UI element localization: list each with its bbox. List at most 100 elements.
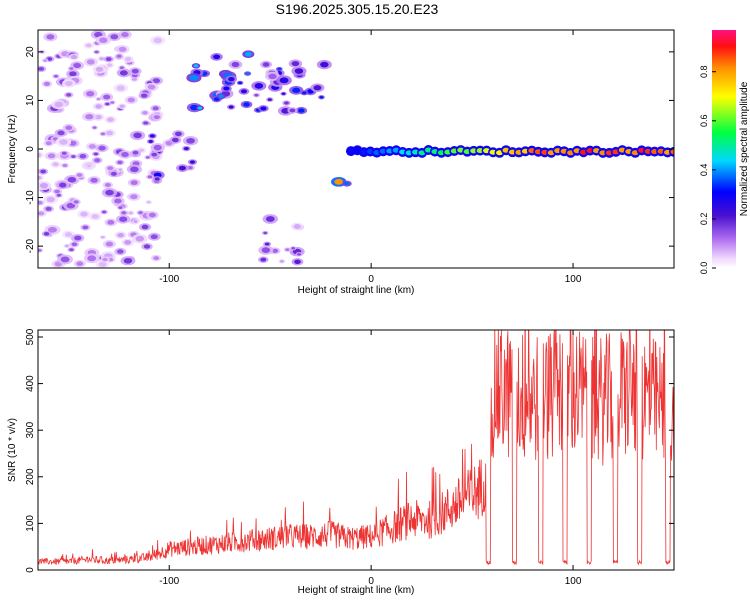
snr-axes: -100 0 100 0 100 200 300 400 500 xyxy=(25,328,674,587)
colorbar-gradient xyxy=(712,30,736,268)
heatmap-cell xyxy=(94,158,101,163)
heatmap-cell xyxy=(294,259,301,264)
heatmap-cell xyxy=(133,132,142,139)
heatmap-cell xyxy=(65,125,73,130)
heatmap-cell xyxy=(261,247,271,253)
heatmap-ytick-label: -10 xyxy=(25,190,36,205)
heatmap-cell xyxy=(153,115,160,120)
heatmap-cell xyxy=(319,96,324,99)
heatmap-cell xyxy=(148,140,153,143)
heatmap-cell xyxy=(38,175,42,180)
colorbar-tick-label: 0.0 xyxy=(699,262,709,275)
heatmap-cell xyxy=(100,132,106,136)
heatmap-ytick-label: 20 xyxy=(25,46,36,58)
heatmap-cell xyxy=(297,252,302,256)
heatmap-cell xyxy=(231,61,240,68)
heatmap-cell xyxy=(85,43,92,48)
snr-line-marks xyxy=(38,330,674,566)
heatmap-cell xyxy=(243,102,250,107)
heatmap-cell xyxy=(128,211,133,215)
heatmap-cell xyxy=(64,232,73,237)
heatmap-cell xyxy=(73,200,79,204)
heatmap-cell xyxy=(95,104,102,109)
heatmap-cell xyxy=(46,34,55,40)
heatmap-cell xyxy=(98,261,107,268)
heatmap-cell xyxy=(62,163,68,168)
heatmap-cell xyxy=(320,61,329,68)
heatmap-cell xyxy=(38,200,43,205)
heatmap-cell xyxy=(264,242,270,246)
heatmap-cell xyxy=(98,145,106,151)
heatmap-ytick-label: 0 xyxy=(25,146,36,152)
heatmap-cell xyxy=(119,66,125,70)
heatmap-cell xyxy=(104,182,111,187)
heatmap-cell xyxy=(334,178,344,185)
heatmap-cell xyxy=(105,189,114,196)
heatmap-cell xyxy=(281,92,286,95)
heatmap-cell xyxy=(69,71,77,77)
heatmap-cell xyxy=(107,220,115,225)
heatmap-cell xyxy=(149,134,155,138)
heatmap-cell xyxy=(43,59,47,62)
heatmap-cell xyxy=(213,54,221,60)
heatmap-cell xyxy=(291,247,296,250)
heatmap-cell xyxy=(127,97,135,103)
heatmap-cell xyxy=(118,46,127,52)
heatmap-cell xyxy=(151,152,158,157)
heatmap-cell xyxy=(95,114,102,120)
heatmap-cell xyxy=(143,244,151,249)
heatmap-cell xyxy=(110,34,119,40)
colorbar-label: Normalized spectral amplitude xyxy=(739,81,750,216)
snr-series-line xyxy=(38,330,674,566)
snr-ytick-label: 200 xyxy=(25,468,36,485)
heatmap-cell xyxy=(313,85,322,91)
heatmap-cell xyxy=(86,90,95,97)
heatmap-cell xyxy=(94,50,99,54)
heatmap-cell xyxy=(69,248,74,252)
heatmap-cell xyxy=(117,232,124,238)
snr-ylabel: SNR (10 * v/v) xyxy=(7,418,18,482)
heatmap-cell xyxy=(228,76,235,82)
heatmap-cell xyxy=(66,93,72,97)
heatmap-cell xyxy=(110,101,115,104)
heatmap-cell xyxy=(91,213,100,220)
heatmap-cell xyxy=(105,102,110,106)
heatmap-cell xyxy=(142,110,148,115)
heatmap-cell xyxy=(145,156,150,159)
heatmap-cell xyxy=(116,85,125,91)
heatmap-cell xyxy=(238,81,242,85)
heatmap-cell xyxy=(291,61,300,67)
heatmap-cell xyxy=(69,67,74,70)
heatmap-cell xyxy=(301,91,307,95)
heatmap-cell xyxy=(131,68,139,74)
heatmap-cell xyxy=(116,249,124,254)
heatmap-cell xyxy=(140,93,148,98)
heatmap-cell xyxy=(147,84,156,90)
heatmap-cell xyxy=(38,211,45,216)
snr-ytick-label: 0 xyxy=(25,567,36,573)
heatmap-cell xyxy=(130,166,139,173)
heatmap-cell xyxy=(80,211,88,217)
heatmap-cell xyxy=(260,257,267,262)
heatmap-cell xyxy=(189,74,199,81)
heatmap-cell xyxy=(70,54,78,60)
heatmap-cell xyxy=(82,225,89,230)
heatmap-cell xyxy=(39,182,48,189)
heatmap-cell xyxy=(66,202,76,209)
heatmap-cell xyxy=(85,113,94,120)
snr-xtick-label: -100 xyxy=(159,576,179,587)
heatmap-cell xyxy=(118,168,123,171)
heatmap-cell xyxy=(105,130,114,136)
heatmap-cell xyxy=(64,244,69,248)
heatmap-cell xyxy=(47,153,56,159)
heatmap-cell xyxy=(279,77,289,84)
heatmap-cell xyxy=(292,87,301,93)
heatmap-cell xyxy=(133,220,138,223)
heatmap-cell xyxy=(294,68,304,74)
heatmap-cell xyxy=(105,57,112,62)
heatmap-cell xyxy=(95,66,104,72)
heatmap-cell xyxy=(87,164,92,168)
snr-panel: -100 0 100 0 100 200 300 400 500 Height of strai… xyxy=(7,328,675,596)
heatmap-cell xyxy=(187,165,193,170)
heatmap-cell xyxy=(38,248,42,252)
